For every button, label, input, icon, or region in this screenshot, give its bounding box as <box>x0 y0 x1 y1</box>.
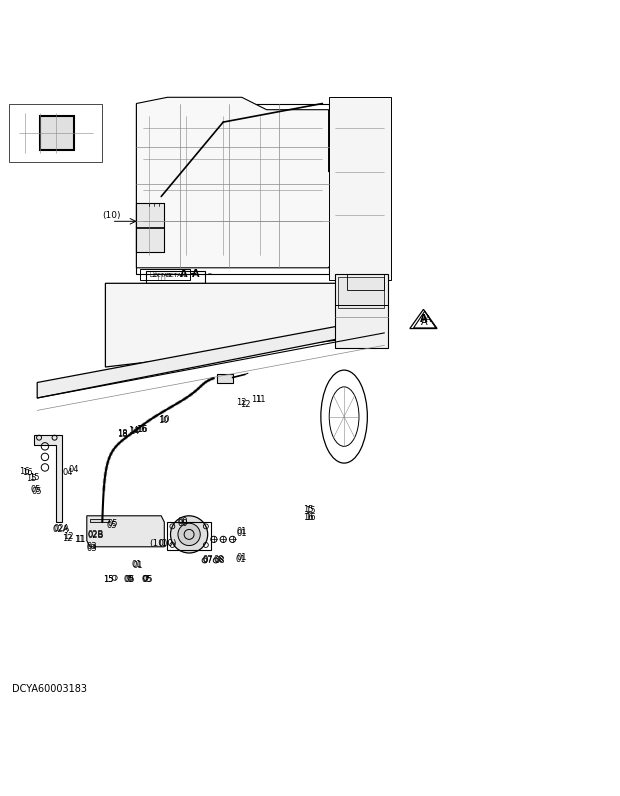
Text: A: A <box>180 269 187 279</box>
Text: 00: 00 <box>178 519 188 528</box>
Bar <box>136 203 164 252</box>
Text: 16: 16 <box>136 425 147 434</box>
Text: 10: 10 <box>159 416 169 424</box>
Text: 03: 03 <box>86 544 97 553</box>
Text: 05: 05 <box>107 521 117 529</box>
Polygon shape <box>87 516 164 547</box>
Text: 08: 08 <box>213 555 224 564</box>
Text: 03: 03 <box>86 542 97 552</box>
Text: 16: 16 <box>304 513 316 521</box>
Text: 12: 12 <box>237 399 247 408</box>
Polygon shape <box>136 97 347 267</box>
Text: 01: 01 <box>131 560 141 569</box>
Text: 15: 15 <box>305 506 315 515</box>
Text: 05: 05 <box>124 576 134 584</box>
Text: A: A <box>422 318 428 327</box>
Text: 14: 14 <box>129 427 139 436</box>
Text: 12: 12 <box>63 533 73 541</box>
Text: 05: 05 <box>142 576 152 584</box>
Text: A: A <box>425 314 431 324</box>
Polygon shape <box>34 435 62 522</box>
Text: (10): (10) <box>149 539 167 548</box>
Text: (10): (10) <box>102 211 121 220</box>
Text: 02A: 02A <box>54 524 70 533</box>
Ellipse shape <box>170 516 208 553</box>
Text: 16: 16 <box>137 424 148 434</box>
Text: A: A <box>192 269 200 279</box>
Polygon shape <box>105 283 384 367</box>
Text: 08: 08 <box>214 556 225 565</box>
Bar <box>140 269 190 280</box>
Text: 02B: 02B <box>88 530 104 539</box>
Text: 12: 12 <box>62 533 72 543</box>
Text: 11: 11 <box>74 536 84 544</box>
Polygon shape <box>90 519 108 522</box>
Text: 01: 01 <box>237 553 247 563</box>
Text: 04: 04 <box>68 465 79 474</box>
Text: 15: 15 <box>29 474 39 482</box>
Bar <box>136 103 329 274</box>
Ellipse shape <box>178 523 200 545</box>
Bar <box>40 116 74 150</box>
Text: DETAIL: DETAIL <box>154 273 172 279</box>
Text: 05: 05 <box>143 576 153 584</box>
Text: 15: 15 <box>26 474 36 483</box>
Text: 11: 11 <box>251 396 261 404</box>
Text: 15: 15 <box>304 505 314 514</box>
Text: 15: 15 <box>104 576 113 584</box>
Text: 05: 05 <box>31 486 41 494</box>
Text: 05: 05 <box>108 519 118 529</box>
Text: 04: 04 <box>63 468 73 477</box>
Bar <box>136 228 164 252</box>
Bar <box>335 274 388 349</box>
Text: 16: 16 <box>19 467 30 476</box>
Bar <box>167 522 211 550</box>
Text: DETAIL: DETAIL <box>166 273 188 278</box>
Text: 07: 07 <box>202 555 213 564</box>
Text: 18: 18 <box>117 429 128 438</box>
Text: 02B: 02B <box>88 531 104 540</box>
Text: 15: 15 <box>104 576 113 584</box>
Bar <box>338 277 384 308</box>
Text: (10): (10) <box>158 539 177 548</box>
Text: 12: 12 <box>240 400 250 408</box>
Text: 07: 07 <box>202 556 213 565</box>
Text: A: A <box>420 314 427 324</box>
Bar <box>146 271 205 283</box>
Text: 16: 16 <box>22 468 33 477</box>
Text: 11: 11 <box>76 535 86 544</box>
Bar <box>136 203 164 228</box>
Text: 詳細: 詳細 <box>149 271 157 278</box>
Text: 02A: 02A <box>52 525 68 534</box>
Text: 18: 18 <box>117 430 128 439</box>
Text: 11: 11 <box>255 396 265 404</box>
Bar <box>9 103 102 162</box>
Text: DCYA60003183: DCYA60003183 <box>12 685 87 694</box>
Text: 05: 05 <box>125 576 135 584</box>
Bar <box>217 374 232 383</box>
Text: 01: 01 <box>236 555 246 564</box>
Text: 16: 16 <box>303 513 314 521</box>
Text: 14: 14 <box>128 427 138 435</box>
Text: 01: 01 <box>237 528 247 537</box>
Text: 01: 01 <box>133 561 143 570</box>
Bar <box>329 97 391 280</box>
Text: 00: 00 <box>178 517 188 526</box>
Text: 01: 01 <box>237 529 247 537</box>
Polygon shape <box>37 318 384 398</box>
Text: 詳細: 詳細 <box>157 274 166 280</box>
Text: 05: 05 <box>32 486 42 495</box>
Bar <box>347 274 384 290</box>
Text: 10: 10 <box>158 416 168 425</box>
